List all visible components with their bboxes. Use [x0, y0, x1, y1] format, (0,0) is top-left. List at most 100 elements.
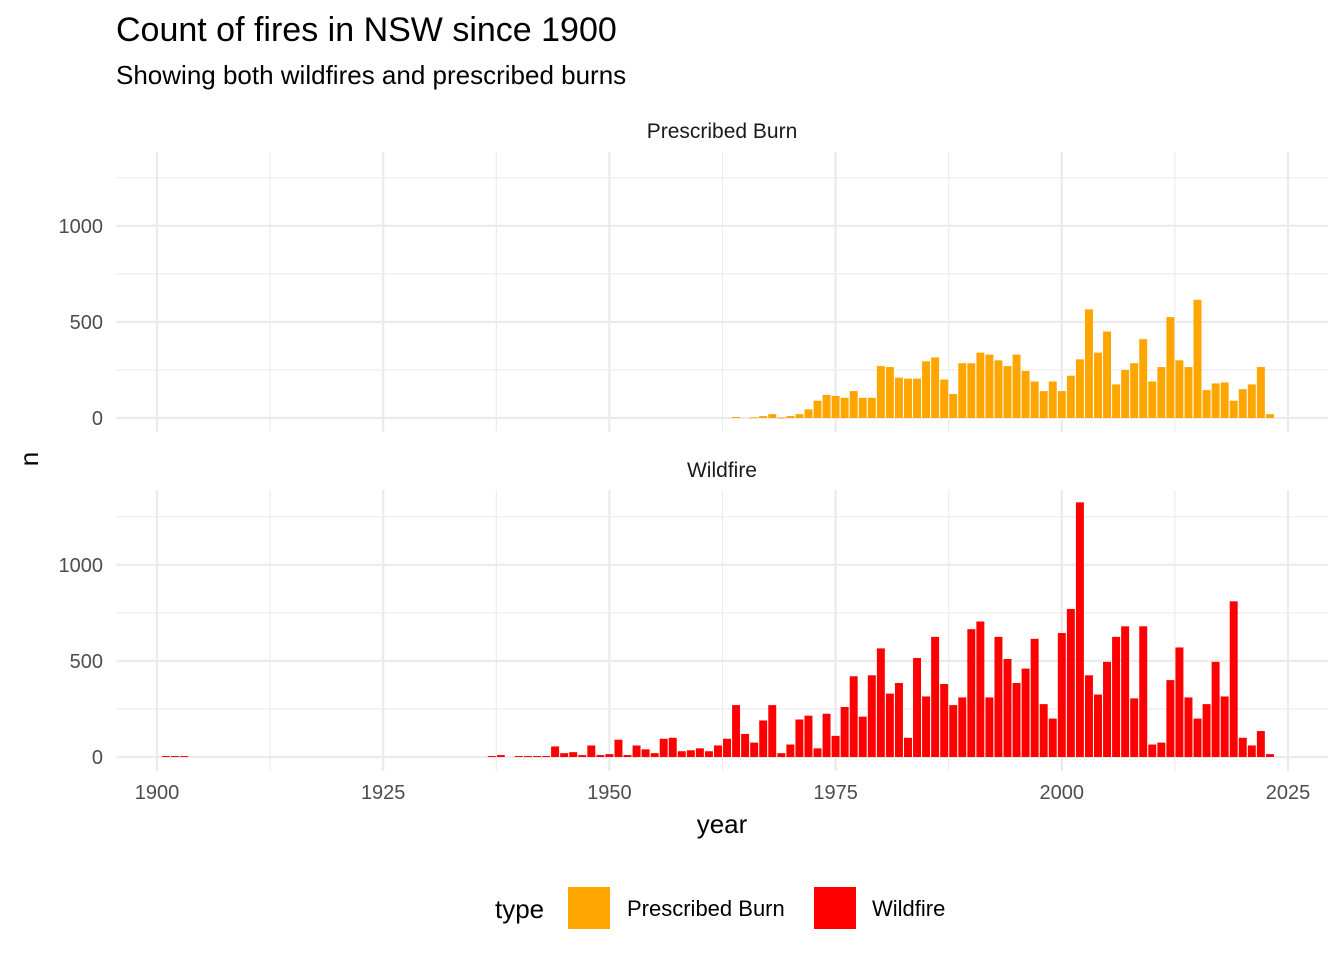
- bar: [1265, 414, 1274, 418]
- bar: [1121, 626, 1130, 757]
- bar: [985, 697, 994, 757]
- bar: [686, 750, 695, 757]
- bar: [1220, 382, 1229, 418]
- y-tick-label: 0: [92, 747, 103, 769]
- bar: [723, 738, 732, 757]
- facet-strip-label: Prescribed Burn: [647, 120, 798, 143]
- bar: [623, 755, 632, 757]
- bar: [1130, 698, 1139, 757]
- bar: [750, 417, 759, 419]
- x-tick-label: 2000: [1040, 782, 1085, 804]
- bar: [1184, 367, 1193, 418]
- bar: [1139, 339, 1148, 418]
- bar: [831, 395, 840, 418]
- facet-panel-0: Prescribed Burn 0 500 1000: [59, 120, 1328, 432]
- bar: [759, 416, 768, 418]
- bar: [1211, 383, 1220, 418]
- bar: [849, 676, 858, 757]
- bar: [641, 749, 650, 757]
- bar: [894, 683, 903, 757]
- bar: [985, 354, 994, 418]
- y-axis-title: n: [14, 452, 44, 466]
- bar: [931, 636, 940, 757]
- bar: [533, 756, 541, 757]
- bar: [1148, 744, 1157, 757]
- bar: [560, 753, 569, 757]
- bar: [162, 756, 171, 757]
- bar: [768, 414, 777, 418]
- bar: [1130, 363, 1139, 418]
- bar: [1048, 381, 1057, 418]
- bar: [732, 705, 741, 757]
- bar: [759, 720, 768, 757]
- bar: [1265, 754, 1274, 757]
- bar: [514, 756, 523, 757]
- bar: [1247, 745, 1256, 757]
- bar: [1238, 389, 1247, 418]
- bar: [542, 756, 551, 757]
- bar: [940, 683, 949, 757]
- bar: [1166, 680, 1175, 757]
- bar: [1012, 683, 1021, 757]
- x-tick-label: 2025: [1266, 782, 1311, 804]
- bar: [976, 621, 985, 757]
- facet-strip-label: Wildfire: [687, 459, 757, 482]
- bar: [876, 648, 885, 757]
- bar: [668, 737, 677, 757]
- bar: [849, 391, 858, 418]
- bar: [913, 658, 922, 757]
- y-tick-label: 1000: [59, 216, 104, 238]
- bar: [569, 752, 578, 757]
- bar: [840, 707, 849, 757]
- bar: [876, 366, 885, 418]
- bar: [1066, 609, 1075, 757]
- bar: [795, 719, 804, 757]
- facet-panel-1: Wildfire 0 500 1000: [59, 459, 1328, 771]
- bar: [171, 756, 180, 757]
- facet-panels: Prescribed Burn 0 500 1000 Wildfire 0 500 1000 1…: [59, 120, 1328, 804]
- bar: [904, 378, 912, 418]
- bar: [578, 755, 587, 757]
- bar: [1112, 384, 1121, 418]
- bar: [931, 357, 940, 418]
- bar: [695, 748, 704, 757]
- bar: [994, 636, 1003, 757]
- bar: [922, 361, 931, 418]
- bar: [840, 397, 849, 418]
- bar: [1012, 354, 1021, 418]
- bar: [1229, 400, 1238, 418]
- bar: [659, 738, 668, 757]
- bar: [1084, 309, 1093, 418]
- bar: [867, 397, 876, 418]
- legend: type Prescribed Burn Wildfire: [495, 887, 945, 929]
- bar: [804, 409, 813, 418]
- bar: [1112, 636, 1121, 757]
- bar: [713, 745, 722, 757]
- bar: [777, 753, 786, 757]
- bar: [1084, 675, 1093, 757]
- chart-subtitle: Showing both wildfires and prescribed bu…: [116, 60, 626, 90]
- bar: [1184, 697, 1193, 757]
- bar: [813, 400, 822, 418]
- bar: [1103, 331, 1112, 418]
- bar: [967, 363, 976, 418]
- bar: [958, 697, 967, 757]
- bar: [1075, 359, 1084, 418]
- legend-key-prescribed-burn: [568, 887, 610, 929]
- legend-label-wildfire: Wildfire: [872, 896, 945, 921]
- bar: [1202, 704, 1211, 757]
- bar: [1066, 375, 1075, 418]
- bar: [1220, 696, 1229, 757]
- bar: [1003, 658, 1012, 757]
- x-tick-label: 1900: [135, 782, 180, 804]
- y-tick-label: 500: [70, 312, 103, 334]
- bar: [949, 393, 958, 418]
- x-tick-label: 1975: [813, 782, 858, 804]
- bar: [614, 739, 623, 757]
- bar: [913, 378, 922, 418]
- bar: [1021, 370, 1030, 418]
- bar: [496, 755, 505, 757]
- bar: [922, 696, 931, 757]
- bar: [894, 377, 903, 418]
